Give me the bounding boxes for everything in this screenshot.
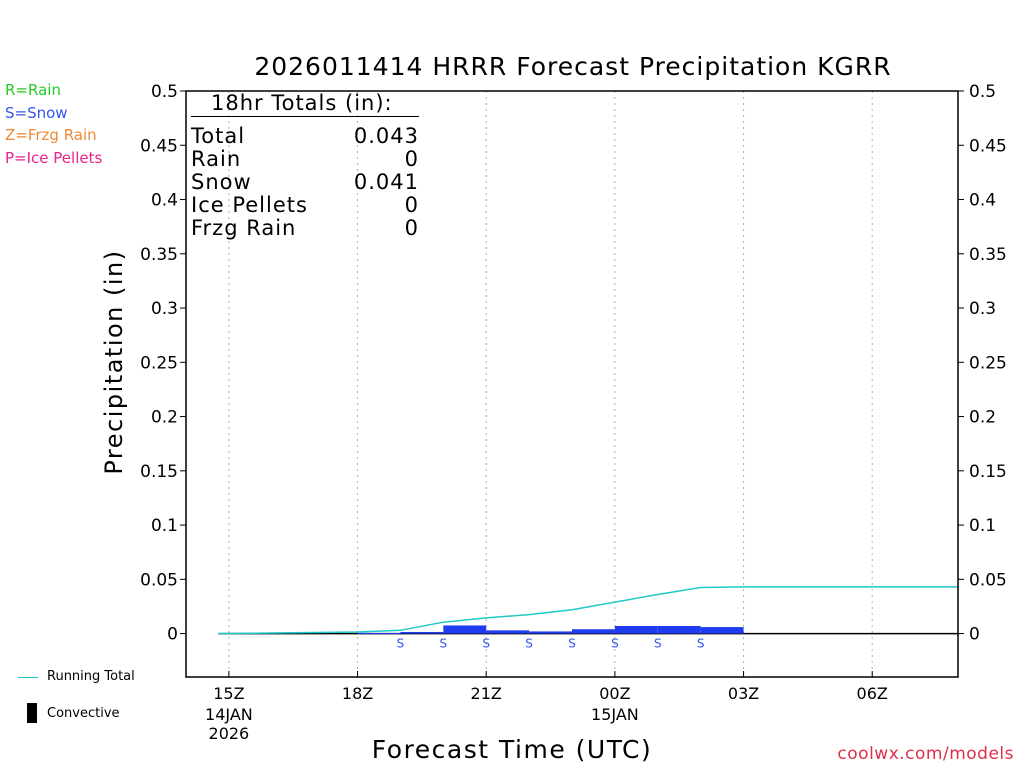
y-tick-label-right-4: 0.2 [969,408,996,428]
type-marker-4: S [568,637,576,651]
credit-link[interactable]: coolwx.com/models [837,744,1014,764]
y-tick-label-right-8: 0.4 [969,191,996,211]
totals-header: 18hr Totals (in): [211,91,393,115]
y-tick-label-left-3: 0.15 [140,462,178,482]
y-tick-label-left-9: 0.45 [140,136,178,156]
convective-swatch-icon [27,703,37,723]
y-tick-label-right-7: 0.35 [969,245,1007,265]
y-tick-label-right-3: 0.15 [969,462,1007,482]
x-tick-year-0: 2026 [209,724,250,743]
y-tick-label-right-5: 0.25 [969,353,1007,373]
y-tick-label-right-9: 0.45 [969,136,1007,156]
x-tick-label-1: 18Z [342,684,373,703]
totals-underline [191,116,419,117]
y-axis-label: Precipitation (in) [100,249,128,474]
y-tick-label-right-0: 0 [969,625,980,645]
type-marker-0: S [397,637,405,651]
y-tick-label-right-10: 0.5 [969,82,996,102]
totals-row-label: Frzg Rain [191,216,297,240]
type-marker-7: S [697,637,705,651]
y-tick-label-right-2: 0.1 [969,516,996,536]
precip-bar-5 [572,629,615,634]
y-tick-label-right-1: 0.05 [969,570,1007,590]
chart-title: 2026011414 HRRR Forecast Precipitation K… [254,52,891,81]
x-tick-label-2: 21Z [471,684,502,703]
legend-snow: S=Snow [5,104,68,122]
totals-row-label: Rain [191,147,242,171]
type-marker-2: S [482,637,490,651]
running-total-line [218,586,958,635]
type-marker-6: S [654,637,662,651]
y-tick-label-left-6: 0.3 [151,299,178,319]
precip-bar-1 [400,631,444,634]
y-tick-label-left-5: 0.25 [140,353,178,373]
totals-row-value: 0.041 [353,170,419,194]
type-marker-1: S [440,637,448,651]
y-tick-label-left-2: 0.1 [151,516,178,536]
totals-row-value: 0 [404,147,419,171]
totals-row-label: Snow [191,170,252,194]
legend-convective: Convective [47,706,120,721]
totals-row-value: 0 [404,216,419,240]
precip-bar-8 [700,627,744,634]
x-axis-label: Forecast Time (UTC) [372,735,652,764]
precip-bar-3 [486,630,530,634]
precip-bar-6 [614,625,658,634]
totals-row-value: 0 [404,193,419,217]
totals-row-label: Total [191,124,246,148]
y-tick-label-left-4: 0.2 [151,408,178,428]
running-total-swatch-icon [18,677,38,678]
y-tick-label-left-0: 0 [167,625,178,645]
x-tick-date-3: 15JAN [591,705,639,724]
y-tick-label-left-7: 0.35 [140,245,178,265]
y-tick-label-left-1: 0.05 [140,570,178,590]
type-marker-5: S [611,637,619,651]
legend-running-total: Running Total [47,669,135,684]
y-tick-label-left-10: 0.5 [151,82,178,102]
legend-frzg-rain: Z=Frzg Rain [5,126,97,144]
totals-row-label: Ice Pellets [191,193,308,217]
x-tick-date-0: 14JAN [205,705,253,724]
x-tick-label-5: 06Z [857,684,888,703]
type-marker-3: S [525,637,533,651]
x-tick-label-3: 00Z [599,684,630,703]
plot-frame [185,90,959,678]
precip-bar-0 [357,633,401,635]
precip-bar-4 [529,631,572,634]
y-tick-label-left-8: 0.4 [151,191,178,211]
legend-rain: R=Rain [5,81,61,99]
precip-bar-2 [443,625,487,634]
legend-ice-pellets: P=Ice Pellets [5,149,103,167]
y-tick-label-right-6: 0.3 [969,299,996,319]
totals-row-value: 0.043 [353,124,419,148]
precip-bar-7 [657,625,701,634]
x-tick-label-0: 15Z [213,684,244,703]
x-tick-label-4: 03Z [728,684,759,703]
